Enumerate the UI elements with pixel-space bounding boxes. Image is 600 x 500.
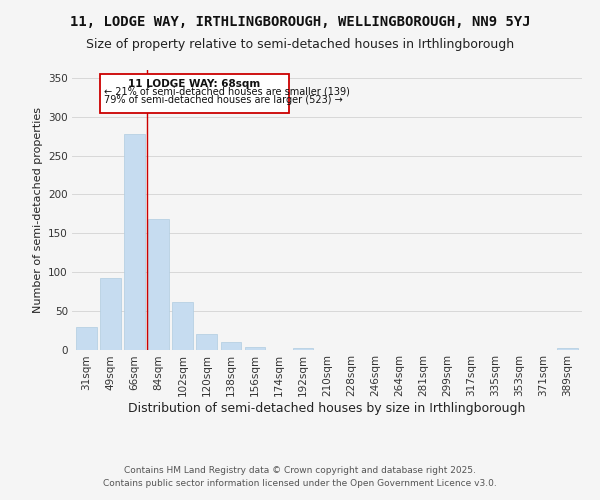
Bar: [293, 348, 313, 350]
FancyBboxPatch shape: [100, 74, 289, 113]
Text: ← 21% of semi-detached houses are smaller (139): ← 21% of semi-detached houses are smalle…: [104, 86, 350, 97]
Bar: [76, 326, 97, 350]
Bar: [196, 334, 217, 350]
Bar: [100, 278, 121, 350]
Bar: [124, 134, 145, 350]
Text: Contains HM Land Registry data © Crown copyright and database right 2025.
Contai: Contains HM Land Registry data © Crown c…: [103, 466, 497, 487]
Text: 11 LODGE WAY: 68sqm: 11 LODGE WAY: 68sqm: [128, 78, 260, 88]
Y-axis label: Number of semi-detached properties: Number of semi-detached properties: [32, 107, 43, 313]
Text: 79% of semi-detached houses are larger (523) →: 79% of semi-detached houses are larger (…: [104, 95, 343, 105]
Text: 11, LODGE WAY, IRTHLINGBOROUGH, WELLINGBOROUGH, NN9 5YJ: 11, LODGE WAY, IRTHLINGBOROUGH, WELLINGB…: [70, 15, 530, 29]
Bar: [245, 347, 265, 350]
X-axis label: Distribution of semi-detached houses by size in Irthlingborough: Distribution of semi-detached houses by …: [128, 402, 526, 415]
Bar: [148, 220, 169, 350]
Bar: [221, 342, 241, 350]
Bar: [557, 348, 578, 350]
Text: Size of property relative to semi-detached houses in Irthlingborough: Size of property relative to semi-detach…: [86, 38, 514, 51]
Bar: [172, 302, 193, 350]
